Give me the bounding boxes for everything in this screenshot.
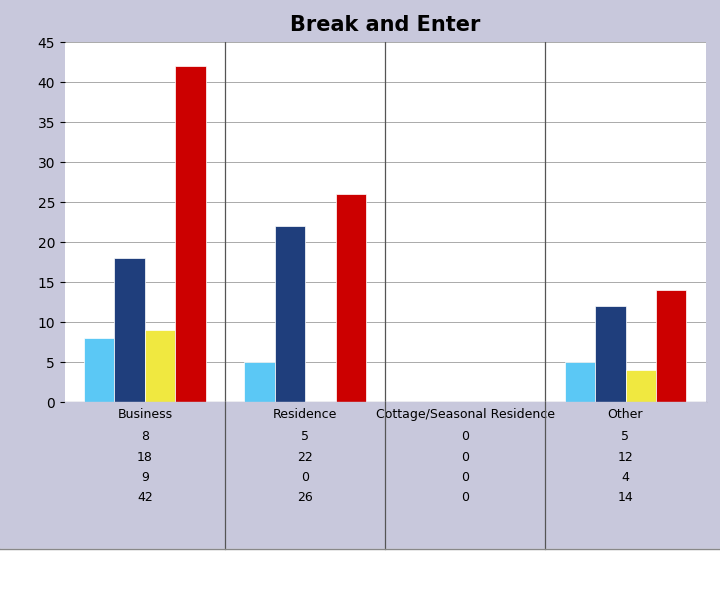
Text: 0: 0 — [301, 471, 309, 484]
Text: Business: Business — [117, 408, 173, 421]
Legend: Q4 - 2012, 2012 - YTD, Q4 - 2013, 2013 - YTD: Q4 - 2012, 2012 - YTD, Q4 - 2013, 2013 -… — [163, 593, 608, 600]
Text: 18: 18 — [137, 451, 153, 464]
Bar — [626, 370, 656, 402]
Bar — [145, 330, 176, 402]
Text: 42: 42 — [137, 491, 153, 505]
Bar — [114, 258, 145, 402]
Text: 9: 9 — [141, 471, 149, 484]
Title: Break and Enter: Break and Enter — [290, 15, 480, 35]
Text: 0: 0 — [462, 471, 469, 484]
Bar — [595, 306, 626, 402]
Text: 14: 14 — [618, 491, 634, 505]
Text: 5: 5 — [301, 430, 309, 443]
Text: 0: 0 — [462, 451, 469, 464]
Bar — [564, 362, 595, 402]
Bar — [336, 194, 366, 402]
Bar — [656, 290, 686, 402]
Bar — [84, 338, 114, 402]
Text: 0: 0 — [462, 430, 469, 443]
Text: Cottage/Seasonal Residence: Cottage/Seasonal Residence — [376, 408, 555, 421]
Text: Residence: Residence — [273, 408, 337, 421]
Bar — [176, 66, 206, 402]
Text: 5: 5 — [621, 430, 629, 443]
Text: 26: 26 — [297, 491, 313, 505]
Text: 12: 12 — [618, 451, 634, 464]
Text: 0: 0 — [462, 491, 469, 505]
Text: 22: 22 — [297, 451, 313, 464]
Bar — [244, 362, 274, 402]
Text: Other: Other — [608, 408, 643, 421]
Text: 4: 4 — [621, 471, 629, 484]
Text: 8: 8 — [141, 430, 149, 443]
Bar — [274, 226, 305, 402]
